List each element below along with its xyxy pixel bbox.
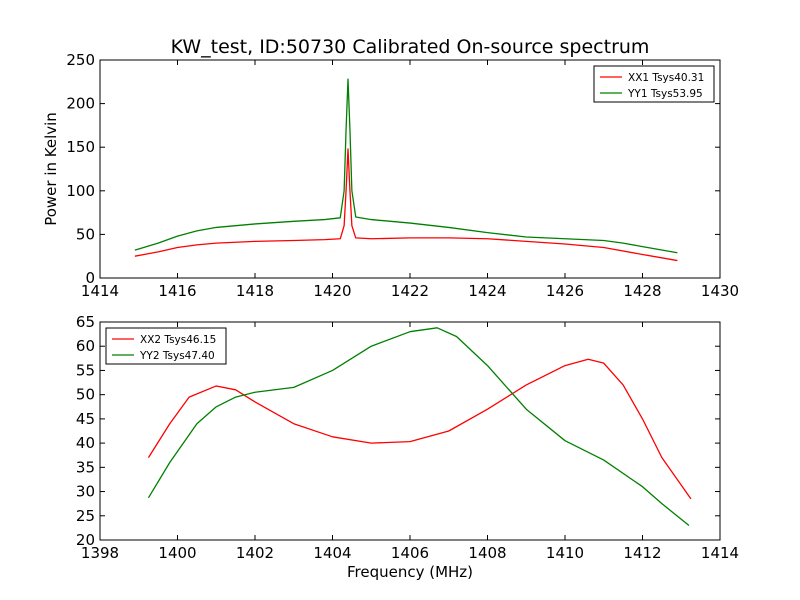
top-y-tick-label: 50 bbox=[76, 225, 95, 243]
bottom-x-tick-label: 1404 bbox=[313, 544, 351, 562]
bottom-x-axis-label: Frequency (MHz) bbox=[347, 563, 473, 581]
bottom-x-tick-label: 1410 bbox=[546, 544, 584, 562]
top-legend-box bbox=[593, 65, 715, 103]
top-x-tick-label: 1422 bbox=[391, 282, 429, 300]
top-legend-label: YY1 Tsys53.95 bbox=[627, 88, 703, 100]
bottom-x-tick-label: 1402 bbox=[236, 544, 274, 562]
bottom-y-tick-label: 25 bbox=[76, 507, 95, 525]
top-x-tick-label: 1428 bbox=[623, 282, 661, 300]
bottom-x-tick-label: 1398 bbox=[81, 544, 119, 562]
top-y-tick-label: 250 bbox=[66, 51, 95, 69]
bottom-y-tick-label: 30 bbox=[76, 483, 95, 501]
bottom-x-tick-label: 1408 bbox=[468, 544, 506, 562]
top-y-tick-label: 200 bbox=[66, 95, 95, 113]
top-x-tick-label: 1420 bbox=[313, 282, 351, 300]
bottom-legend-label: XX2 Tsys46.15 bbox=[140, 334, 216, 346]
top-spectrum-plot: 1414 1416 1418 1420 1422 1424 1426 1428 1430 0 50 1… bbox=[42, 51, 739, 300]
top-x-tick-label: 1414 bbox=[81, 282, 119, 300]
figure-title: KW_test, ID:50730 Calibrated On-source s… bbox=[171, 36, 650, 58]
bottom-y-tick-label: 65 bbox=[76, 313, 95, 331]
top-x-tick-label: 1430 bbox=[701, 282, 739, 300]
bottom-y-tick-label: 50 bbox=[76, 386, 95, 404]
top-y-tick-label: 0 bbox=[85, 269, 95, 287]
bottom-series-line-2 bbox=[147, 327, 690, 526]
bottom-y-tick-label: 35 bbox=[76, 458, 95, 476]
top-legend-label: XX1 Tsys40.31 bbox=[628, 72, 704, 84]
bottom-spectrum-plot: 1398 1400 1402 1404 1406 1408 1410 1412 1414 20 25… bbox=[76, 313, 739, 581]
top-x-tick-label: 1416 bbox=[158, 282, 196, 300]
top-legend: XX1 Tsys40.31 YY1 Tsys53.95 bbox=[593, 65, 715, 103]
bottom-legend: XX2 Tsys46.15 YY2 Tsys47.40 bbox=[105, 327, 227, 365]
bottom-y-tick-label: 20 bbox=[76, 531, 95, 549]
top-y-tick-label: 150 bbox=[66, 138, 95, 156]
top-series-line-1 bbox=[134, 148, 678, 262]
bottom-legend-label: YY2 Tsys47.40 bbox=[139, 350, 215, 362]
bottom-x-tick-label: 1412 bbox=[623, 544, 661, 562]
top-y-tick-label: 100 bbox=[66, 182, 95, 200]
top-x-tick-label: 1424 bbox=[468, 282, 506, 300]
bottom-y-tick-label: 55 bbox=[76, 361, 95, 379]
bottom-x-tick-label: 1400 bbox=[158, 544, 196, 562]
top-y-axis-label: Power in Kelvin bbox=[42, 112, 60, 226]
top-x-tick-label: 1426 bbox=[546, 282, 584, 300]
bottom-legend-box bbox=[105, 327, 227, 365]
bottom-x-tick-label: 1406 bbox=[391, 544, 429, 562]
top-x-tick-label: 1418 bbox=[236, 282, 274, 300]
bottom-x-tick-label: 1414 bbox=[701, 544, 739, 562]
top-series-line-2 bbox=[134, 78, 678, 254]
bottom-y-tick-label: 45 bbox=[76, 410, 95, 428]
bottom-series-line-1 bbox=[147, 358, 692, 500]
bottom-y-tick-label: 60 bbox=[76, 337, 95, 355]
bottom-y-tick-label: 40 bbox=[76, 434, 95, 452]
